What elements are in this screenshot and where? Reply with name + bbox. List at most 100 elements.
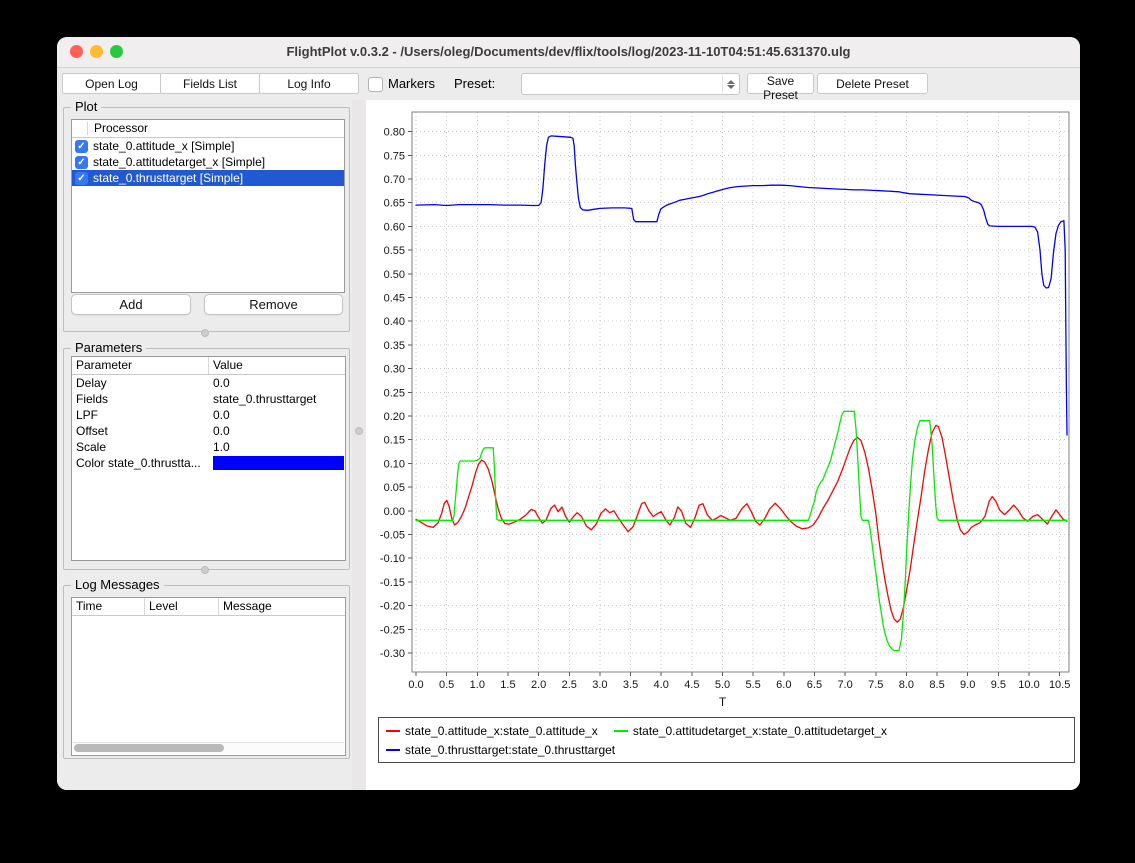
horizontal-scrollbar[interactable] (73, 742, 344, 754)
markers-checkbox[interactable] (368, 77, 383, 92)
preset-label: Preset: (454, 68, 495, 100)
tick-label-y: 0.25 (384, 387, 405, 399)
tick-label-y: 0.75 (384, 150, 405, 162)
tick-label-x: 1.0 (470, 679, 485, 691)
splitter-handle[interactable] (201, 566, 209, 574)
log-messages-panel: Log Messages Time Level Message (63, 585, 350, 759)
legend-item: state_0.attitude_x:state_0.attitude_x (386, 724, 598, 738)
tick-label-x: 6.0 (776, 679, 791, 691)
item-checkbox[interactable]: ✓ (75, 140, 88, 153)
series-line (416, 426, 1067, 623)
log-messages-table-header: Time Level Message (72, 598, 345, 616)
tick-label-x: 0.5 (439, 679, 454, 691)
parameter-value: 0.0 (209, 375, 345, 391)
flightplot-window: FlightPlot v.0.3.2 - /Users/oleg/Documen… (57, 37, 1080, 790)
series-line (416, 136, 1067, 435)
parameter-row[interactable]: Delay0.0 (72, 375, 345, 391)
splitter-handle[interactable] (355, 427, 363, 435)
item-checkbox[interactable]: ✓ (75, 156, 88, 169)
processor-list-item[interactable]: ✓state_0.attitude_x [Simple] (72, 138, 344, 154)
processor-list-item[interactable]: ✓ state_0.attitudetarget_x [Simple] (72, 154, 344, 170)
preset-combobox[interactable] (521, 73, 740, 95)
legend-item: state_0.attitudetarget_x:state_0.attitud… (614, 724, 887, 738)
x-axis-title: T (366, 695, 1079, 709)
parameter-name: Color state_0.thrustta... (72, 455, 209, 471)
chevron-up-icon (727, 80, 735, 84)
add-button[interactable]: Add (71, 294, 191, 315)
tick-label-x: 9.5 (991, 679, 1006, 691)
series-color-swatch (386, 730, 400, 732)
parameter-value: 0.0 (209, 407, 345, 423)
processor-list-item[interactable]: ✓state_0.thrusttarget [Simple] (72, 170, 344, 186)
legend-label: state_0.attitudetarget_x:state_0.attitud… (633, 724, 887, 738)
column-header-time: Time (72, 598, 145, 615)
delete-preset-button[interactable]: Delete Preset (817, 73, 928, 94)
tick-label-y: 0.80 (384, 127, 405, 139)
titlebar: FlightPlot v.0.3.2 - /Users/oleg/Documen… (57, 37, 1080, 68)
tick-label-y: 0.50 (384, 269, 405, 281)
parameter-row[interactable]: Fieldsstate_0.thrusttarget (72, 391, 345, 407)
processor-list-body: ✓state_0.attitude_x [Simple]✓state_0.att… (72, 138, 344, 186)
tick-label-x: 3.0 (592, 679, 607, 691)
tick-label-y: -0.30 (380, 648, 405, 660)
parameter-row[interactable]: Offset0.0 (72, 423, 345, 439)
open-log-button[interactable]: Open Log (62, 73, 161, 94)
zoom-window-button[interactable] (110, 45, 123, 58)
chevron-down-icon (727, 85, 735, 89)
color-swatch[interactable] (213, 456, 344, 470)
remove-button[interactable]: Remove (204, 294, 343, 315)
series-color-swatch (614, 730, 628, 732)
parameters-panel-title: Parameters (71, 340, 146, 355)
parameter-value (209, 455, 345, 471)
splitter-handle[interactable] (201, 329, 209, 337)
fields-list-button[interactable]: Fields List (160, 73, 260, 94)
parameter-name: Fields (72, 391, 209, 407)
tick-label-x: 4.5 (684, 679, 699, 691)
plot-panel: Plot Processor ✓state_0.attitude_x [Simp… (63, 107, 350, 332)
tick-label-x: 2.0 (531, 679, 546, 691)
window-title: FlightPlot v.0.3.2 - /Users/oleg/Documen… (57, 37, 1080, 67)
processor-list: Processor ✓state_0.attitude_x [Simple]✓s… (71, 119, 345, 293)
column-header-message: Message (219, 598, 345, 615)
parameters-table-body: Delay0.0Fieldsstate_0.thrusttargetLPF0.0… (72, 375, 345, 471)
toolbar: Open Log Fields List Log Info Markers Pr… (57, 68, 1080, 100)
column-header-parameter: Parameter (72, 357, 209, 374)
vertical-splitter[interactable] (352, 100, 366, 790)
item-label: state_0.attitudetarget_x [Simple] (93, 155, 265, 169)
column-header-level: Level (145, 598, 219, 615)
log-info-button[interactable]: Log Info (259, 73, 359, 94)
save-preset-button[interactable]: Save Preset (747, 73, 814, 94)
item-checkbox[interactable]: ✓ (75, 172, 88, 185)
legend-row: state_0.attitude_x:state_0.attitude_x st… (386, 721, 1074, 740)
close-window-button[interactable] (70, 45, 83, 58)
tick-label-x: 1.5 (500, 679, 515, 691)
tick-label-x: 7.5 (868, 679, 883, 691)
tick-label-y: 0.65 (384, 198, 405, 210)
parameter-name: Delay (72, 375, 209, 391)
combobox-stepper-icon[interactable] (722, 75, 738, 93)
legend-label: state_0.attitude_x:state_0.attitude_x (405, 724, 598, 738)
legend-row: state_0.thrusttarget:state_0.thrusttarge… (386, 740, 1074, 759)
tick-label-y: 0.45 (384, 293, 405, 305)
parameter-row[interactable]: Scale1.0 (72, 439, 345, 455)
minimize-window-button[interactable] (90, 45, 103, 58)
parameter-row[interactable]: LPF0.0 (72, 407, 345, 423)
log-messages-panel-title: Log Messages (71, 577, 164, 592)
chart-plot[interactable]: 0.00.51.01.52.02.53.03.54.04.55.05.56.06… (366, 100, 1079, 715)
tick-label-x: 0.0 (408, 679, 423, 691)
tick-label-y: 0.40 (384, 316, 405, 328)
tick-label-y: 0.35 (384, 340, 405, 352)
scrollbar-thumb[interactable] (74, 744, 224, 752)
tick-label-y: 0.55 (384, 245, 405, 257)
tick-label-x: 7.0 (837, 679, 852, 691)
parameter-value: state_0.thrusttarget (209, 391, 345, 407)
tick-label-x: 5.5 (746, 679, 761, 691)
tick-label-y: 0.15 (384, 435, 405, 447)
parameter-value: 1.0 (209, 439, 345, 455)
parameter-row[interactable]: Color state_0.thrustta... (72, 455, 345, 471)
left-sidebar: Plot Processor ✓state_0.attitude_x [Simp… (57, 100, 352, 790)
chart-area[interactable]: 0.00.51.01.52.02.53.03.54.04.55.05.56.06… (366, 100, 1080, 790)
parameter-name: Offset (72, 423, 209, 439)
parameter-value: 0.0 (209, 423, 345, 439)
tick-label-y: 0.30 (384, 364, 405, 376)
